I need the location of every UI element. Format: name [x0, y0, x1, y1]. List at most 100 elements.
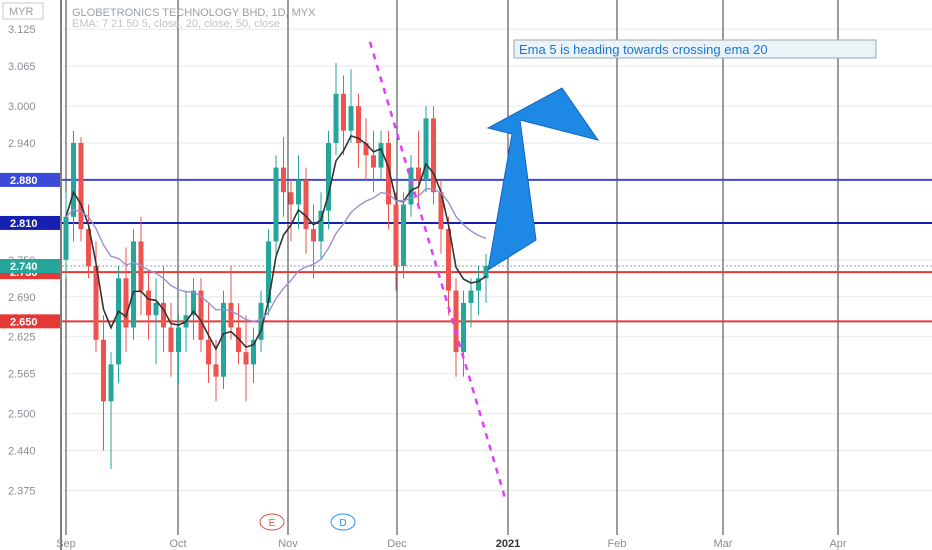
event-label: E: [269, 518, 276, 529]
trendline: [368, 41, 507, 499]
candle-body: [123, 278, 129, 328]
candle-body: [408, 167, 414, 205]
ema5-line: [65, 134, 487, 351]
candle-body: [86, 229, 91, 266]
time-axis: Sep Oct Nov Dec 2021 Feb Mar Apr: [56, 535, 932, 550]
candle-body: [476, 278, 481, 291]
horizontal-lines: [62, 178, 932, 323]
event-marker[interactable]: [330, 513, 356, 531]
y-tick-label: 2.440: [8, 446, 36, 458]
chart-header: MYR GLOBETRONICS TECHNOLOGY BHD, 1D, MYX…: [2, 2, 316, 30]
x-tick-label: Oct: [169, 538, 186, 550]
y-tick-label: 2.565: [8, 369, 36, 381]
candle-body: [483, 266, 489, 279]
candle-body: [401, 204, 406, 266]
annotation-box: [513, 39, 877, 59]
candle-body: [258, 302, 264, 340]
time-axis-bg: [62, 535, 932, 550]
last-price-label: 2.740: [10, 261, 38, 273]
candle-body: [326, 143, 331, 211]
candle-body: [161, 302, 166, 328]
candle-body: [446, 229, 451, 291]
candle-body: [363, 143, 369, 156]
candle-body: [251, 339, 256, 365]
last-price-label-bg: [0, 259, 60, 273]
level-label-bg: [0, 215, 60, 230]
candle-body: [461, 302, 466, 353]
y-tick-label: 2.625: [8, 332, 36, 344]
candle-body: [273, 167, 279, 242]
candle-body: [378, 143, 384, 168]
level-label: 2.650: [10, 316, 38, 328]
indicator-label: EMA: 7 21 50 5, close, 20, close, 50, cl…: [72, 18, 280, 30]
candle-body: [386, 143, 391, 205]
candle-body: [266, 241, 271, 303]
y-tick-label: 2.375: [8, 485, 36, 497]
up-arrow: [486, 87, 600, 272]
y-tick-label: 2.690: [8, 292, 36, 304]
x-tick-label: Nov: [278, 538, 298, 550]
candle-body: [176, 327, 181, 353]
candle-body: [191, 290, 196, 316]
price-axis: 3.1253.0653.0002.9402.8802.8102.7502.690…: [0, 0, 62, 550]
candle-body: [63, 216, 69, 260]
level-label: 2.880: [10, 175, 38, 187]
y-tick-label: 2.940: [8, 138, 36, 150]
candle-body: [311, 229, 316, 242]
x-tick-label: Apr: [829, 538, 846, 550]
event-label: D: [339, 518, 346, 529]
candle-body: [416, 167, 421, 180]
candle-body: [116, 278, 121, 365]
candle-body: [213, 364, 219, 377]
candle-body: [453, 290, 459, 353]
level-label-bg: [0, 172, 60, 187]
candle-body: [131, 241, 136, 328]
candle-body: [281, 167, 286, 193]
x-tick-label: Dec: [387, 538, 407, 550]
candle-body: [198, 290, 204, 340]
event-marker[interactable]: [259, 513, 285, 531]
candle-body: [348, 106, 354, 131]
level-label-bg: [0, 314, 60, 329]
x-tick-label: Sep: [56, 538, 76, 550]
candle-body: [228, 302, 234, 328]
level-label: 2.810: [10, 218, 38, 230]
candle-body: [393, 204, 399, 266]
candle-body: [468, 290, 474, 303]
currency-box: [2, 2, 44, 20]
chart-grid: [62, 0, 932, 535]
candle-body: [206, 339, 211, 365]
y-tick-label: 3.000: [8, 101, 36, 113]
candle-body: [356, 106, 361, 143]
candle-body: [168, 327, 174, 353]
x-tick-label: 2021: [496, 538, 520, 550]
candle-body: [303, 179, 309, 230]
candle-body: [93, 266, 99, 340]
x-tick-label: Feb: [608, 538, 627, 550]
candle-body: [101, 339, 106, 402]
candle-body: [71, 143, 76, 217]
candle-body: [296, 179, 301, 205]
y-tick-label: 3.065: [8, 61, 36, 73]
chart-title: GLOBETRONICS TECHNOLOGY BHD, 1D, MYX: [72, 7, 316, 19]
y-tick-label: 2.500: [8, 409, 36, 421]
candle-body: [333, 93, 339, 143]
candle-body: [341, 93, 346, 131]
y-tick-label: 3.125: [8, 24, 36, 36]
currency-label: MYR: [9, 6, 34, 18]
candle-body: [438, 192, 444, 230]
drawings: Ema 5 is heading towards crossing ema 20: [368, 39, 877, 499]
candle-body: [108, 364, 114, 402]
candle-body: [371, 155, 376, 168]
candle-body: [431, 118, 436, 193]
candle-body: [153, 302, 159, 316]
candle-body: [243, 352, 249, 365]
candle-body: [221, 302, 226, 377]
candle-body: [288, 192, 294, 205]
candle-body: [318, 210, 324, 242]
candle-body: [78, 143, 84, 230]
x-tick-label: Mar: [714, 538, 733, 550]
